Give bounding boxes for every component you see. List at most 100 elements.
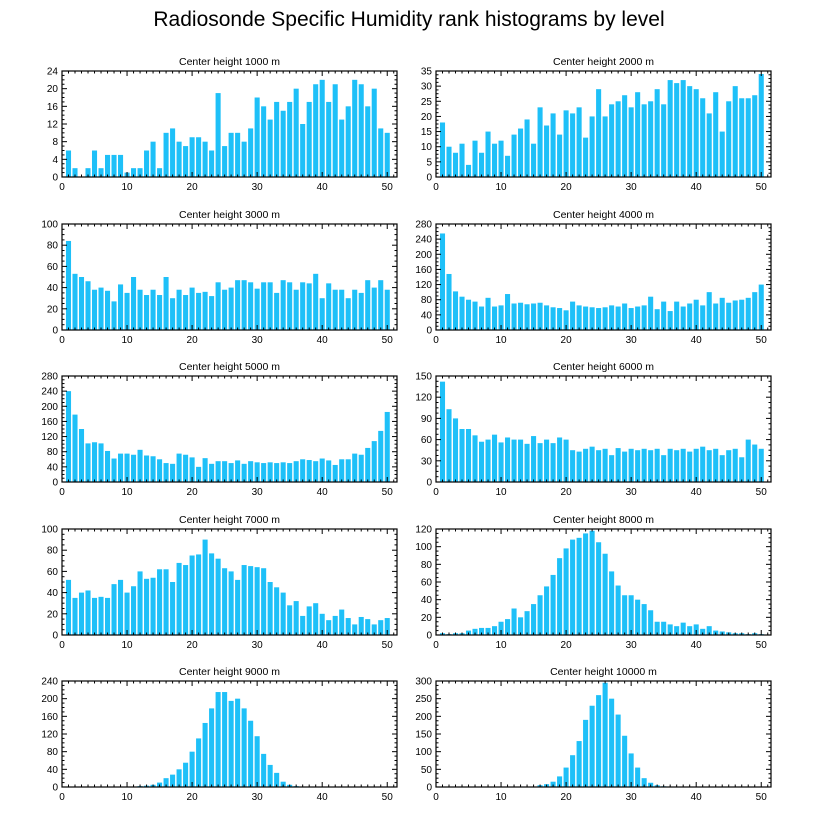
- histogram-bar: [293, 88, 299, 177]
- histogram-bar: [280, 280, 286, 330]
- histogram-bar: [280, 781, 286, 787]
- histogram-bar: [345, 618, 351, 635]
- histogram-bar: [176, 769, 182, 787]
- histogram-bar: [137, 571, 143, 635]
- histogram-bar: [583, 533, 589, 635]
- histogram-bar: [537, 443, 543, 482]
- histogram-bar: [339, 119, 345, 177]
- histogram-bar: [287, 463, 293, 482]
- histogram-bar: [313, 603, 319, 635]
- y-tick-label: 25: [421, 97, 433, 108]
- histogram-bar: [274, 587, 280, 635]
- y-tick-label: 30: [421, 456, 433, 467]
- histogram-bar: [378, 128, 384, 177]
- histogram-bar: [505, 155, 511, 177]
- histogram-bar: [202, 291, 208, 330]
- histogram-bar: [371, 88, 377, 177]
- histogram-bar: [745, 98, 751, 177]
- histogram-bar: [196, 137, 202, 177]
- histogram-bar: [758, 284, 764, 330]
- y-tick-label: 280: [41, 372, 58, 383]
- panel-title: Center height 6000 m: [553, 361, 654, 373]
- histogram-bar: [352, 289, 358, 330]
- histogram-bar: [326, 620, 332, 635]
- histogram-bar: [293, 601, 299, 635]
- histogram-bar: [687, 626, 693, 635]
- histogram-bar: [215, 692, 221, 787]
- x-tick-label: 50: [382, 640, 394, 651]
- histogram-bar: [274, 772, 280, 787]
- histogram-bar: [609, 104, 615, 177]
- y-tick-label: 160: [41, 712, 58, 723]
- histogram-bar: [452, 418, 459, 482]
- histogram-bar: [332, 84, 338, 177]
- histogram-bar: [189, 137, 195, 177]
- histogram-bar: [65, 579, 72, 635]
- panel-title: Center height 5000 m: [179, 361, 280, 373]
- histogram-bar: [170, 774, 176, 787]
- histogram-bar: [267, 582, 273, 635]
- histogram-bar: [589, 446, 595, 482]
- histogram-bar: [85, 168, 91, 177]
- histogram-bar: [544, 305, 550, 330]
- histogram-bar: [131, 586, 137, 635]
- histogram-bar: [524, 611, 530, 635]
- y-tick-label: 100: [415, 747, 432, 758]
- x-tick-label: 20: [187, 182, 199, 193]
- histogram-bar: [648, 101, 654, 177]
- histogram-bar: [609, 455, 615, 482]
- histogram-bar: [439, 122, 446, 177]
- x-tick-label: 20: [561, 182, 573, 193]
- histogram-bar: [176, 562, 182, 635]
- y-tick-label: 200: [415, 250, 432, 261]
- histogram-bar: [248, 461, 254, 482]
- x-tick-label: 20: [561, 792, 573, 803]
- y-tick-label: 200: [415, 712, 432, 723]
- x-tick-label: 30: [252, 640, 264, 651]
- histogram-panel: Center height 7000 m 0 10 20 30 40 50 0 20 40 60 80…: [41, 514, 398, 651]
- y-tick-label: 60: [47, 567, 59, 578]
- histogram-bar: [615, 714, 621, 787]
- y-tick-label: 0: [426, 783, 432, 794]
- x-tick-label: 50: [756, 640, 768, 651]
- y-tick-label: 40: [47, 462, 59, 473]
- y-tick-label: 150: [415, 730, 432, 741]
- x-tick-label: 40: [691, 792, 703, 803]
- histogram-bar: [228, 132, 234, 177]
- x-tick-label: 0: [433, 335, 439, 346]
- histogram-bar: [583, 719, 589, 787]
- histogram-bar: [378, 620, 384, 635]
- histogram-bar: [596, 542, 602, 635]
- histogram-bar: [176, 289, 182, 330]
- histogram-bar: [641, 104, 647, 177]
- histogram-bar: [209, 708, 215, 787]
- histogram-bar: [170, 463, 176, 482]
- histogram-bar: [189, 751, 195, 787]
- x-tick-label: 10: [121, 640, 133, 651]
- histogram-bar: [465, 299, 472, 330]
- histogram-bar: [700, 446, 706, 482]
- histogram-bar: [544, 586, 550, 635]
- histogram-bar: [300, 459, 306, 482]
- histogram-panel: Center height 2000 m 0 10 20 30 40 50 0 5 10 15 20 2…: [421, 56, 772, 193]
- histogram-bar: [498, 140, 504, 177]
- y-tick-label: 15: [421, 127, 433, 138]
- histogram-bar: [583, 448, 589, 482]
- histogram-bar: [472, 435, 478, 482]
- y-tick-label: 0: [426, 631, 432, 642]
- histogram-bar: [261, 282, 267, 330]
- x-tick-label: 0: [433, 640, 439, 651]
- histogram-bar: [570, 450, 576, 482]
- x-tick-label: 10: [121, 335, 133, 346]
- histogram-bar: [635, 767, 641, 787]
- histogram-bar: [693, 89, 699, 177]
- y-tick-label: 240: [415, 235, 432, 246]
- histogram-bar: [485, 297, 491, 330]
- histogram-bar: [674, 301, 680, 330]
- histogram-bar: [248, 128, 254, 177]
- histogram-bar: [228, 571, 234, 635]
- histogram-bar: [150, 577, 156, 635]
- x-tick-label: 20: [561, 640, 573, 651]
- y-tick-label: 80: [47, 447, 59, 458]
- x-tick-label: 10: [495, 182, 507, 193]
